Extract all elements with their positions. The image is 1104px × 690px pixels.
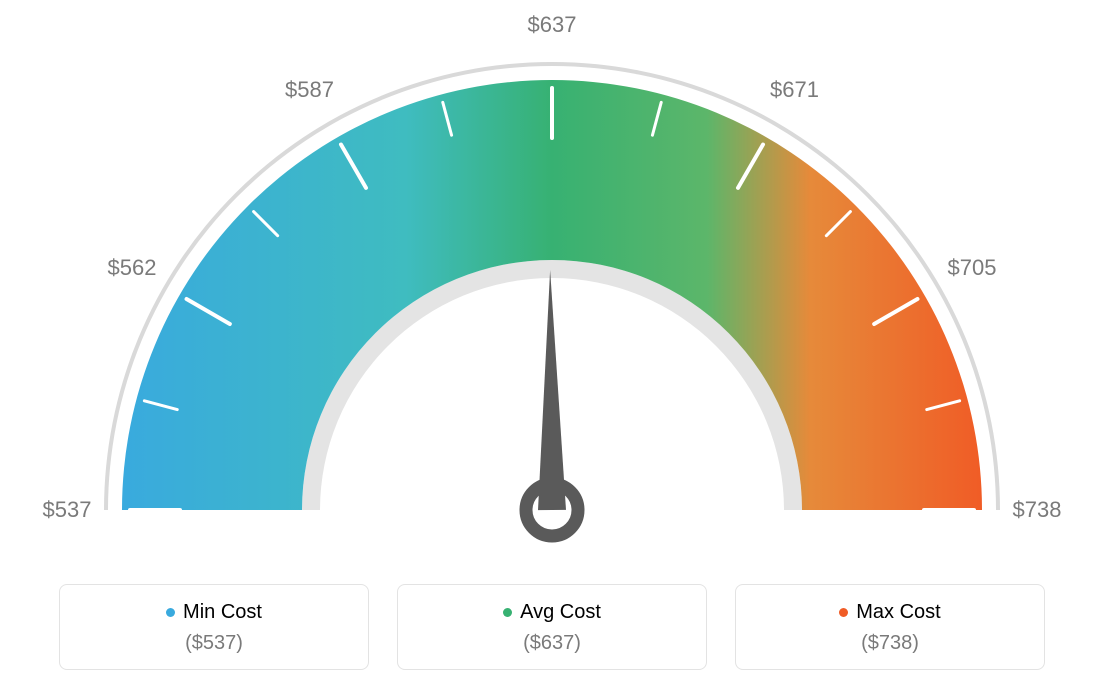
tick-label: $738 — [1013, 497, 1062, 523]
legend-dot-max — [839, 608, 848, 617]
legend-card-max: Max Cost ($738) — [735, 584, 1045, 670]
tick-label: $637 — [528, 12, 577, 38]
legend-value-avg: ($637) — [408, 632, 696, 655]
legend-title-min: Min Cost — [183, 601, 262, 624]
legend-dot-avg — [503, 608, 512, 617]
legend-title-max: Max Cost — [856, 601, 940, 624]
tick-label: $705 — [948, 255, 997, 281]
gauge-svg — [0, 0, 1104, 565]
legend-card-min: Min Cost ($537) — [59, 584, 369, 670]
legend-dot-min — [166, 608, 175, 617]
gauge-needle — [538, 270, 566, 510]
legend-value-max: ($738) — [746, 632, 1034, 655]
legend-title-avg: Avg Cost — [520, 601, 601, 624]
cost-gauge: $537 $562 $587 $637 $671 $705 $738 — [0, 0, 1104, 565]
legend-card-avg: Avg Cost ($637) — [397, 584, 707, 670]
tick-label: $537 — [43, 497, 92, 523]
legend-row: Min Cost ($537) Avg Cost ($637) Max Cost… — [0, 584, 1104, 670]
tick-label: $671 — [770, 77, 819, 103]
tick-label: $587 — [285, 77, 334, 103]
tick-label: $562 — [107, 255, 156, 281]
legend-value-min: ($537) — [70, 632, 358, 655]
